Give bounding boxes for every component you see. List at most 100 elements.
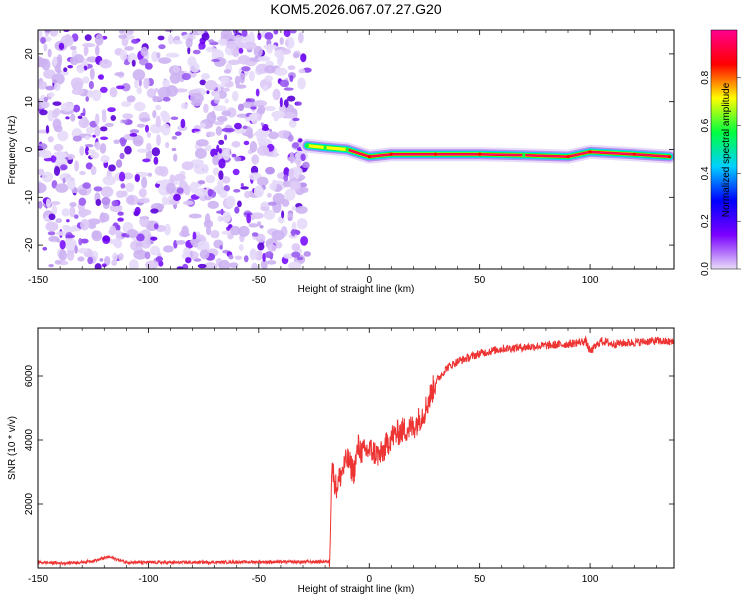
noise-blob bbox=[51, 73, 65, 85]
noise-blob bbox=[40, 36, 46, 44]
noise-blob bbox=[131, 38, 139, 44]
noise-blob bbox=[58, 249, 67, 262]
noise-blob bbox=[78, 197, 87, 206]
noise-blob bbox=[45, 85, 55, 91]
noise-blob bbox=[155, 115, 161, 128]
noise-blob bbox=[94, 263, 102, 269]
noise-blob bbox=[47, 136, 54, 143]
noise-blob bbox=[256, 221, 262, 227]
noise-blob bbox=[38, 80, 48, 90]
noise-blob bbox=[176, 266, 184, 269]
noise-blob bbox=[295, 101, 302, 106]
noise-blob bbox=[136, 233, 145, 242]
noise-blob bbox=[216, 115, 228, 123]
noise-blob bbox=[149, 245, 161, 256]
noise-blob bbox=[130, 240, 142, 251]
noise-blob bbox=[67, 64, 74, 69]
noise-blob bbox=[40, 149, 52, 159]
noise-blob bbox=[116, 85, 125, 90]
noise-blob bbox=[54, 259, 62, 265]
noise-blob bbox=[222, 176, 231, 184]
noise-blob bbox=[82, 116, 89, 128]
noise-blob bbox=[170, 116, 179, 121]
noise-blob bbox=[289, 30, 297, 34]
noise-blob bbox=[76, 66, 85, 74]
noise-blob bbox=[292, 52, 300, 59]
x-tick-label: 0 bbox=[366, 574, 372, 585]
noise-blob bbox=[283, 87, 294, 91]
colorbar-label: Normalized spectral amplitude bbox=[721, 82, 732, 217]
noise-blob bbox=[222, 211, 232, 223]
noise-blob bbox=[101, 112, 107, 123]
noise-blob bbox=[133, 101, 146, 112]
noise-blob bbox=[134, 78, 139, 89]
noise-blob bbox=[272, 192, 285, 205]
noise-blob bbox=[146, 132, 152, 138]
noise-blob bbox=[239, 72, 246, 84]
noise-blob bbox=[246, 213, 252, 224]
noise-blob bbox=[281, 199, 290, 207]
noise-blob bbox=[114, 72, 125, 77]
signal-point bbox=[478, 152, 482, 156]
noise-blob bbox=[47, 48, 52, 58]
noise-blob bbox=[156, 134, 161, 146]
noise-blob bbox=[38, 201, 43, 209]
noise-blob bbox=[100, 186, 114, 198]
noise-blob bbox=[109, 204, 123, 213]
noise-blob bbox=[135, 250, 143, 255]
noise-blob bbox=[180, 118, 186, 129]
noise-blob bbox=[144, 124, 150, 133]
noise-blob bbox=[169, 72, 181, 84]
noise-blob bbox=[122, 172, 134, 180]
noise-blob bbox=[85, 96, 90, 102]
noise-blob bbox=[48, 235, 60, 242]
noise-blob bbox=[244, 191, 251, 199]
noise-blob bbox=[258, 138, 272, 147]
noise-blob bbox=[292, 142, 299, 149]
noise-blob bbox=[173, 193, 181, 202]
noise-blob bbox=[193, 163, 208, 175]
noise-blob bbox=[47, 92, 55, 98]
colorbar-tick-label: 0.2 bbox=[700, 214, 711, 228]
noise-blob bbox=[168, 34, 174, 45]
noise-blob bbox=[288, 168, 295, 180]
signal-peak bbox=[479, 153, 525, 156]
noise-blob bbox=[139, 215, 150, 228]
noise-blob bbox=[87, 256, 94, 265]
noise-blob bbox=[267, 192, 272, 198]
noise-blob bbox=[164, 223, 171, 236]
signal-point bbox=[305, 144, 310, 148]
noise-blob bbox=[109, 225, 117, 236]
noise-blob bbox=[241, 30, 248, 37]
noise-blob bbox=[60, 34, 74, 47]
noise-blob bbox=[162, 245, 174, 253]
noise-blob bbox=[84, 135, 90, 141]
noise-blob bbox=[134, 173, 141, 183]
noise-blob bbox=[118, 171, 126, 182]
noise-blob bbox=[264, 65, 276, 74]
noise-blob bbox=[57, 152, 68, 158]
noise-blob bbox=[43, 96, 49, 102]
noise-blob bbox=[122, 113, 134, 120]
noise-blob bbox=[223, 185, 231, 192]
noise-blob bbox=[138, 58, 149, 66]
noise-blob bbox=[231, 140, 241, 148]
noise-blob bbox=[194, 148, 207, 159]
noise-blob bbox=[203, 103, 209, 114]
noise-blob bbox=[78, 238, 83, 246]
noise-blob bbox=[253, 99, 268, 108]
noise-blob bbox=[82, 76, 90, 84]
noise-blob bbox=[69, 202, 77, 208]
noise-blob bbox=[42, 246, 48, 251]
noise-blob bbox=[119, 152, 125, 160]
noise-blob bbox=[109, 87, 118, 98]
noise-blob bbox=[185, 37, 193, 48]
noise-blob bbox=[101, 263, 107, 268]
noise-blob bbox=[273, 67, 288, 76]
noise-blob bbox=[70, 113, 76, 122]
noise-blob bbox=[39, 109, 48, 116]
noise-blob bbox=[277, 130, 291, 139]
noise-blob bbox=[83, 44, 89, 57]
noise-blob bbox=[112, 252, 118, 261]
noise-blob bbox=[112, 238, 121, 248]
